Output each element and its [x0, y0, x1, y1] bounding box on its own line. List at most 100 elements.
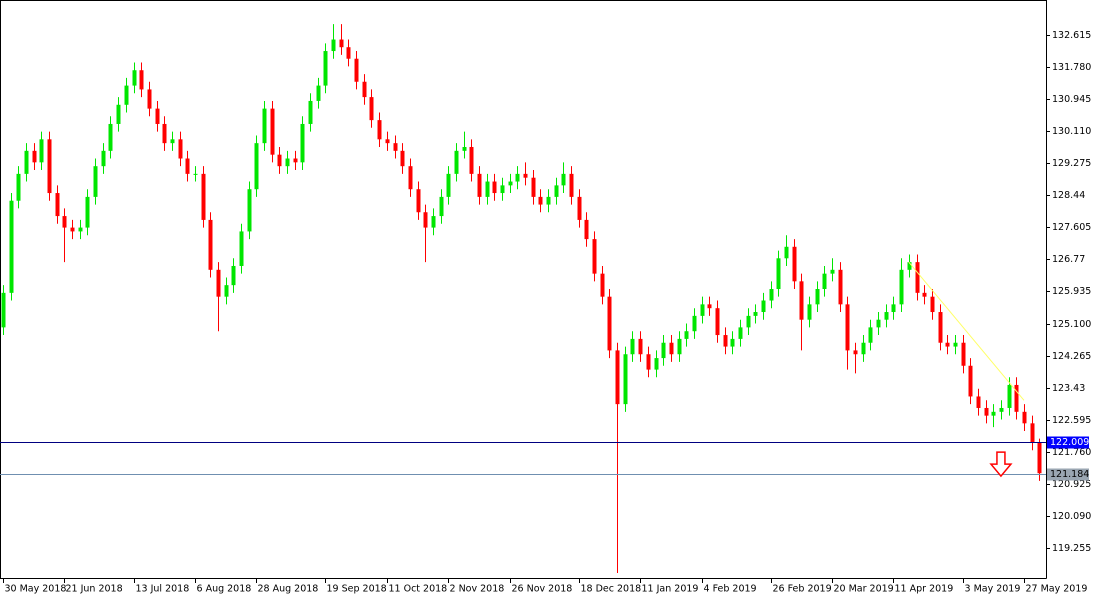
candle-body — [208, 219, 213, 270]
candle-body — [868, 327, 873, 343]
y-tick-label: 127.605 — [1052, 222, 1091, 233]
candle-body — [24, 150, 29, 174]
price-level-box — [1047, 436, 1089, 449]
candle-body — [961, 342, 966, 366]
candle-body — [508, 181, 513, 186]
candle-body — [201, 173, 206, 220]
candle-body — [592, 239, 597, 274]
candle-body — [677, 338, 682, 355]
candle-body — [723, 335, 728, 347]
candle-body — [400, 150, 405, 167]
candle-body — [976, 396, 981, 408]
candle-body — [999, 407, 1004, 412]
candle-body — [416, 189, 421, 213]
x-tick-label: 26 Nov 2018 — [512, 584, 573, 595]
candle-body — [769, 289, 774, 301]
candle-body — [155, 108, 160, 124]
candle-body — [692, 315, 697, 332]
candle-body — [884, 312, 889, 320]
candle-body — [369, 97, 374, 121]
candle-body — [623, 354, 628, 405]
candle-body — [1022, 411, 1027, 424]
candle-body — [776, 258, 781, 289]
candle-body — [277, 154, 282, 167]
candle-body — [607, 296, 612, 351]
candle-body — [239, 231, 244, 266]
candle-body — [362, 81, 367, 98]
candle-body — [339, 39, 344, 48]
candle-body — [1037, 442, 1042, 474]
x-tick-label: 28 Aug 2018 — [258, 584, 319, 595]
candle-body — [531, 177, 536, 197]
y-tick-label: 120.925 — [1052, 479, 1091, 490]
candle-body — [730, 338, 735, 347]
candle-body — [16, 173, 21, 201]
x-tick-label: 13 Jul 2018 — [136, 584, 190, 595]
x-tick-label: 11 Jan 2019 — [642, 584, 699, 595]
candle-body — [439, 196, 444, 217]
candle-body — [669, 342, 674, 355]
candle-body — [899, 269, 904, 305]
candle-body — [953, 342, 958, 347]
x-tick-label: 11 Oct 2018 — [389, 584, 448, 595]
candle-body — [93, 166, 98, 197]
candle-body — [262, 108, 267, 144]
y-tick-label: 120.090 — [1052, 511, 1091, 522]
candle-body — [1, 292, 6, 328]
y-tick-label: 131.780 — [1052, 62, 1091, 73]
candle-body — [792, 246, 797, 282]
candle-body — [385, 139, 390, 144]
candle-body — [630, 338, 635, 355]
candle-body — [554, 185, 559, 197]
y-tick-label: 119.255 — [1052, 543, 1091, 554]
candle-body — [968, 365, 973, 397]
candle-body — [139, 70, 144, 90]
candle-body — [538, 196, 543, 205]
x-tick-label: 20 Mar 2019 — [834, 584, 894, 595]
candle-body — [393, 143, 398, 151]
candle-body — [254, 143, 259, 190]
candle-body — [707, 304, 712, 309]
candle-body — [308, 100, 313, 124]
candle-body — [300, 123, 305, 163]
candle-body — [600, 273, 605, 297]
y-tick-label: 132.615 — [1052, 30, 1091, 41]
candle-body — [408, 166, 413, 190]
price-level-label: 122.009 — [1050, 437, 1089, 448]
candle-body — [853, 350, 858, 355]
candle-body — [162, 123, 167, 144]
y-tick-label: 126.77 — [1052, 254, 1085, 265]
candle-body — [492, 181, 497, 194]
candle-body — [1030, 423, 1035, 443]
candle-body — [477, 173, 482, 197]
candle-body — [462, 146, 467, 151]
candle-body — [247, 189, 252, 232]
candle-body — [738, 327, 743, 339]
candle-body — [984, 407, 989, 416]
candle-body — [170, 139, 175, 144]
candle-body — [945, 342, 950, 347]
candle-body — [55, 193, 60, 217]
candle-body — [377, 120, 382, 140]
candle-body — [85, 196, 90, 228]
candle-body — [70, 227, 75, 232]
price-level-label: 121.184 — [1050, 469, 1089, 480]
candle-body — [469, 146, 474, 174]
candle-body — [1007, 384, 1012, 408]
candle-body — [561, 173, 566, 186]
x-tick-label: 4 Feb 2019 — [704, 584, 757, 595]
candle-body — [9, 200, 14, 293]
candle-body — [285, 158, 290, 167]
trendline — [908, 261, 1025, 401]
candle-body — [684, 331, 689, 339]
candle-body — [654, 358, 659, 370]
candle-body — [323, 51, 328, 86]
y-tick-label: 125.100 — [1052, 319, 1091, 330]
candle-body — [193, 173, 198, 175]
candle-body — [584, 219, 589, 240]
candle-body — [845, 304, 850, 351]
candle-body — [216, 269, 221, 297]
candle-body — [39, 139, 44, 163]
